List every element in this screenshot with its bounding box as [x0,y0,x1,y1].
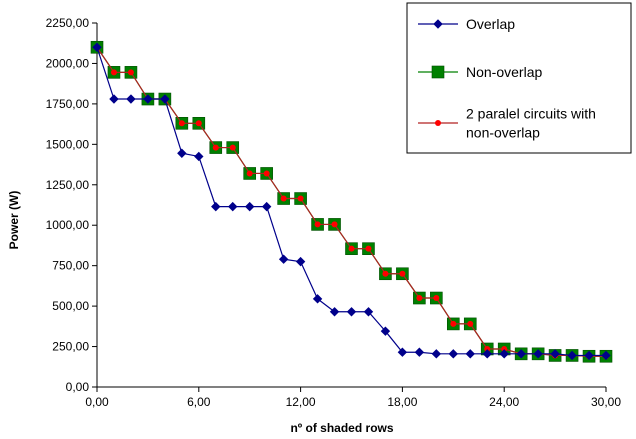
x-tick-label: 30,00 [591,395,621,409]
legend-marker [435,120,441,126]
legend-label: non-overlap [466,125,540,141]
data-point [143,94,153,104]
data-point [160,94,170,104]
data-point [450,320,457,327]
data-point [516,349,526,359]
data-point [92,42,102,52]
data-point [228,201,238,212]
data-point [229,144,236,151]
data-point [109,94,119,104]
plot-area [90,40,613,363]
data-point [601,350,611,361]
x-tick-label: 24,00 [489,395,519,409]
data-point [484,345,491,352]
series-1 [92,42,611,361]
data-point [211,201,221,212]
y-axis-title: Power (W) [7,191,21,250]
x-tick-label: 12,00 [286,395,316,409]
x-tick-label: 0,00 [85,395,109,409]
data-point [297,195,304,202]
axes [92,22,607,392]
legend-marker [433,19,443,29]
data-point [365,245,372,252]
data-point [295,256,306,267]
data-point [314,221,321,228]
data-point [348,245,355,252]
x-tick-label: 18,00 [387,395,417,409]
data-point [178,120,185,127]
data-point [212,144,219,151]
legend-box [406,2,632,154]
y-tick-label: 2000,00 [46,56,90,70]
data-point [126,94,136,104]
x-axis-title: nº of shaded rows [290,421,393,435]
data-point [177,148,187,158]
y-tick-label: 1750,00 [46,97,90,111]
data-point [263,170,270,177]
data-point [194,151,204,162]
data-point [280,195,287,202]
data-point [433,295,440,302]
data-point [346,307,357,317]
y-tick-label: 1250,00 [46,178,90,192]
legend-label: Overlap [466,16,515,32]
y-tick-label: 1500,00 [46,137,90,151]
y-tick-label: 750,00 [52,259,89,273]
data-point [499,349,509,359]
data-point [382,270,389,277]
data-point [448,349,459,359]
y-tick-label: 2250,00 [46,16,90,30]
data-point [127,69,134,76]
legend-label: Non-overlap [466,64,542,80]
y-tick-label: 250,00 [52,340,89,354]
data-point [246,170,253,177]
data-point [329,307,340,317]
data-point [261,201,272,212]
data-point [567,350,577,361]
data-point [416,295,423,302]
data-point [414,347,425,357]
legend-label: 2 paralel circuits with [466,106,596,122]
data-point [278,254,289,264]
legend: Overlap Non-overlap 2 paralel circuits wit… [406,2,632,154]
data-point [482,349,492,359]
data-point [399,270,406,277]
tick-labels: 0,00 250,00 500,00 750,00 1000,00 1250,00 1500… [46,16,622,409]
data-point [312,294,323,304]
data-point [331,221,338,228]
y-tick-label: 500,00 [52,299,89,313]
legend-marker [431,65,445,79]
data-point [110,69,117,76]
data-point [501,345,508,352]
y-tick-label: 1000,00 [46,218,90,232]
data-point [195,120,202,127]
data-point [465,349,475,359]
x-tick-label: 6,00 [187,395,211,409]
data-point [584,350,594,361]
data-point [244,201,255,212]
data-point [363,307,374,317]
data-point [467,320,474,327]
data-point [431,349,442,359]
data-point [533,349,543,359]
data-point [397,347,408,357]
data-point [550,349,560,359]
y-tick-label: 0,00 [66,380,90,394]
data-point [380,326,391,336]
